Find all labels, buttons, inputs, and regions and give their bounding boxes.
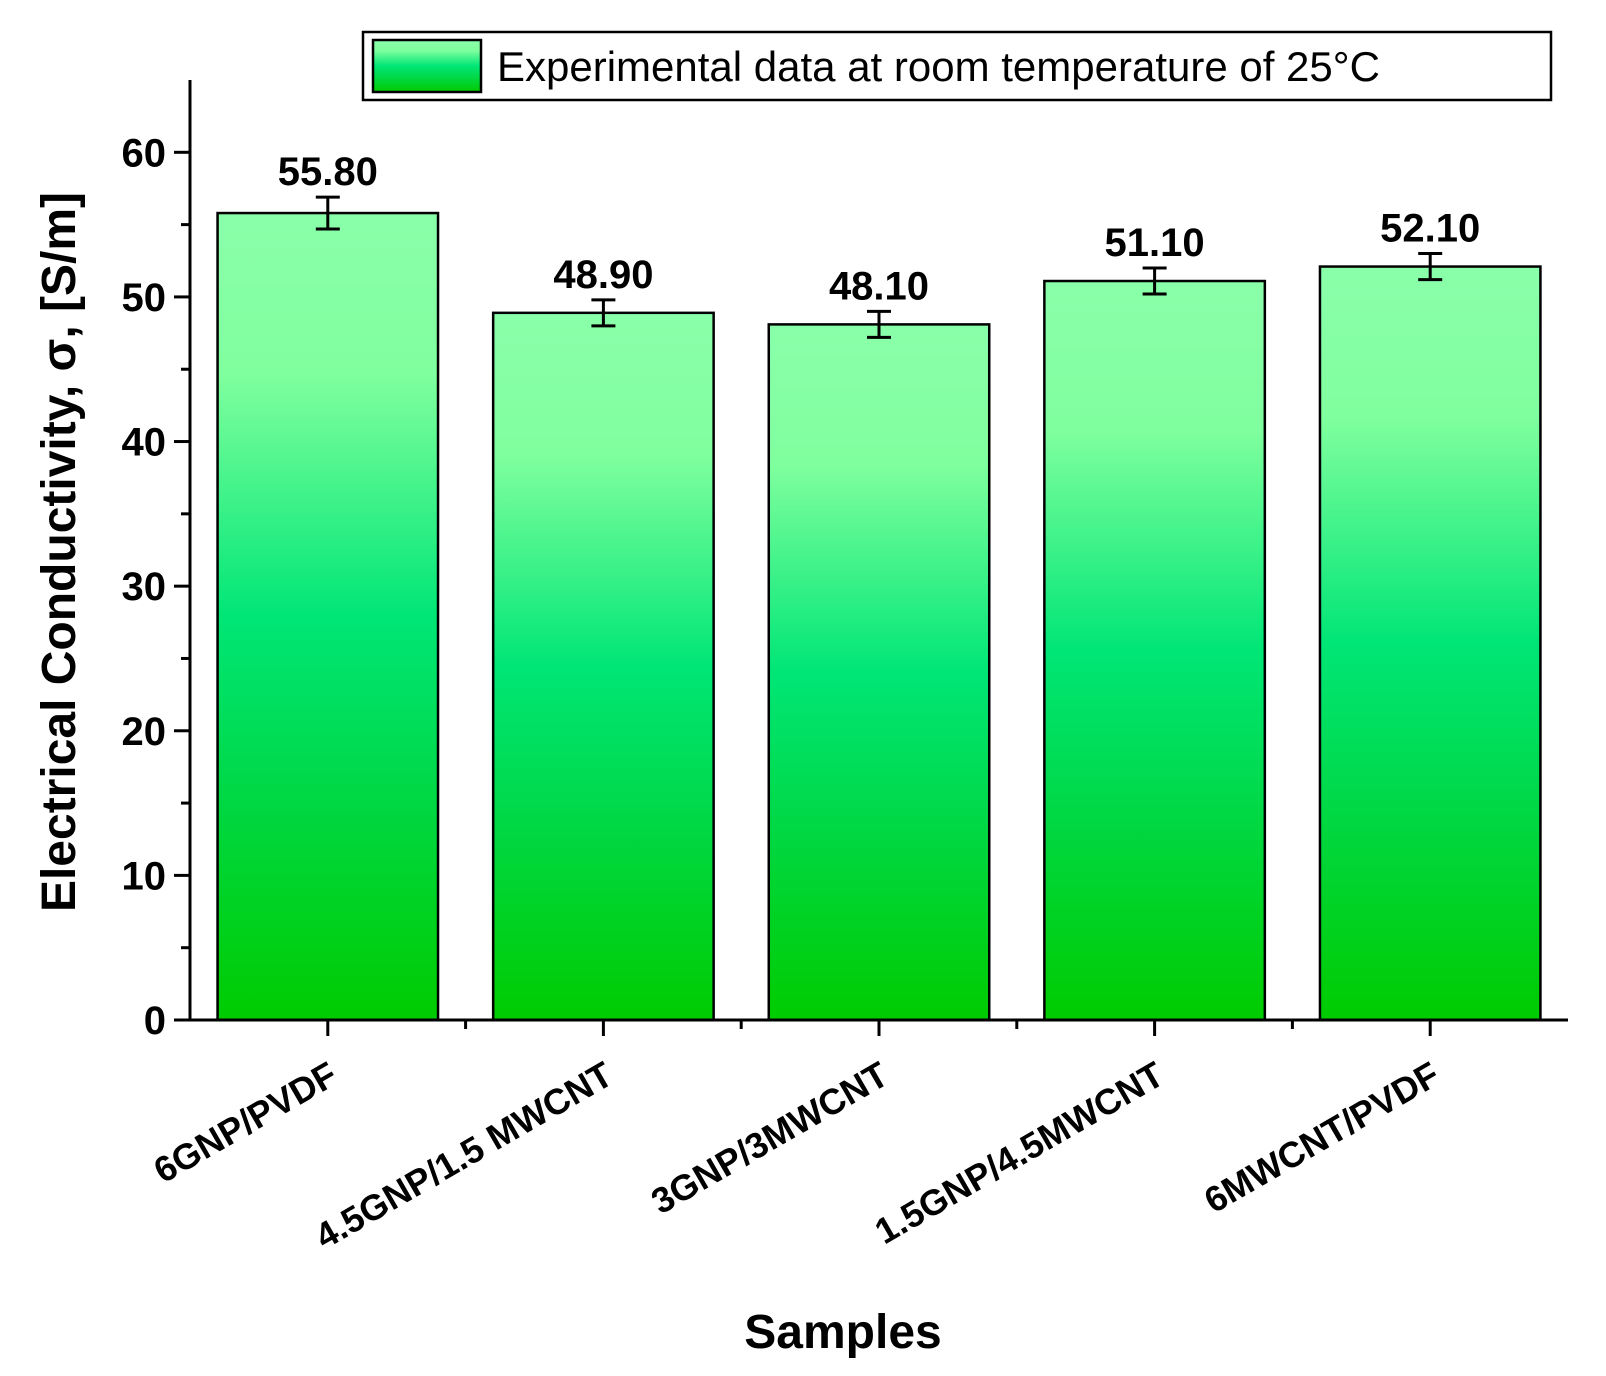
x-tick-label: 1.5GNP/4.5MWCNT: [868, 1053, 1171, 1252]
data-label: 52.10: [1380, 207, 1480, 251]
bars-layer: 55.80 48.90 48.10 51.10 52.10: [216, 150, 1542, 1022]
error-bar: [591, 298, 616, 328]
x-tick-label: 6MWCNT/PVDF: [1197, 1053, 1446, 1221]
y-tick-label: 0: [144, 999, 166, 1043]
x-tick-label: 3GNP/3MWCNT: [644, 1053, 895, 1222]
y-tick-label: 10: [122, 854, 167, 898]
y-tick-label: 60: [122, 131, 167, 175]
error-bar: [1142, 266, 1167, 296]
y-tick-label: 40: [122, 421, 167, 465]
y-tick-label: 20: [122, 710, 167, 754]
y-tick-label: 50: [122, 276, 167, 320]
error-bar: [1418, 252, 1443, 282]
data-label: 48.90: [553, 253, 653, 297]
bar: [767, 323, 991, 1022]
legend-label: Experimental data at room temperature of…: [497, 43, 1380, 90]
y-axis-title: Electrical Conductivity, σ, [S/m]: [33, 192, 86, 912]
bar: [1043, 279, 1267, 1022]
legend: Experimental data at room temperature of…: [361, 30, 1553, 102]
data-label: 55.80: [278, 150, 378, 194]
x-axis-title: Samples: [744, 1306, 941, 1359]
bar: [1318, 265, 1542, 1022]
bar: [491, 311, 715, 1022]
data-label: 48.10: [829, 264, 929, 308]
data-label: 51.10: [1105, 221, 1205, 265]
x-tick-label: 6GNP/PVDF: [147, 1053, 344, 1191]
error-bar: [315, 195, 340, 231]
legend-box: [361, 30, 1553, 102]
legend-swatch: [371, 38, 483, 94]
x-tick-label: 4.5GNP/1.5 MWCNT: [308, 1053, 620, 1257]
y-tick-label: 30: [122, 565, 167, 609]
bar: [216, 211, 440, 1022]
error-bar: [867, 309, 891, 339]
